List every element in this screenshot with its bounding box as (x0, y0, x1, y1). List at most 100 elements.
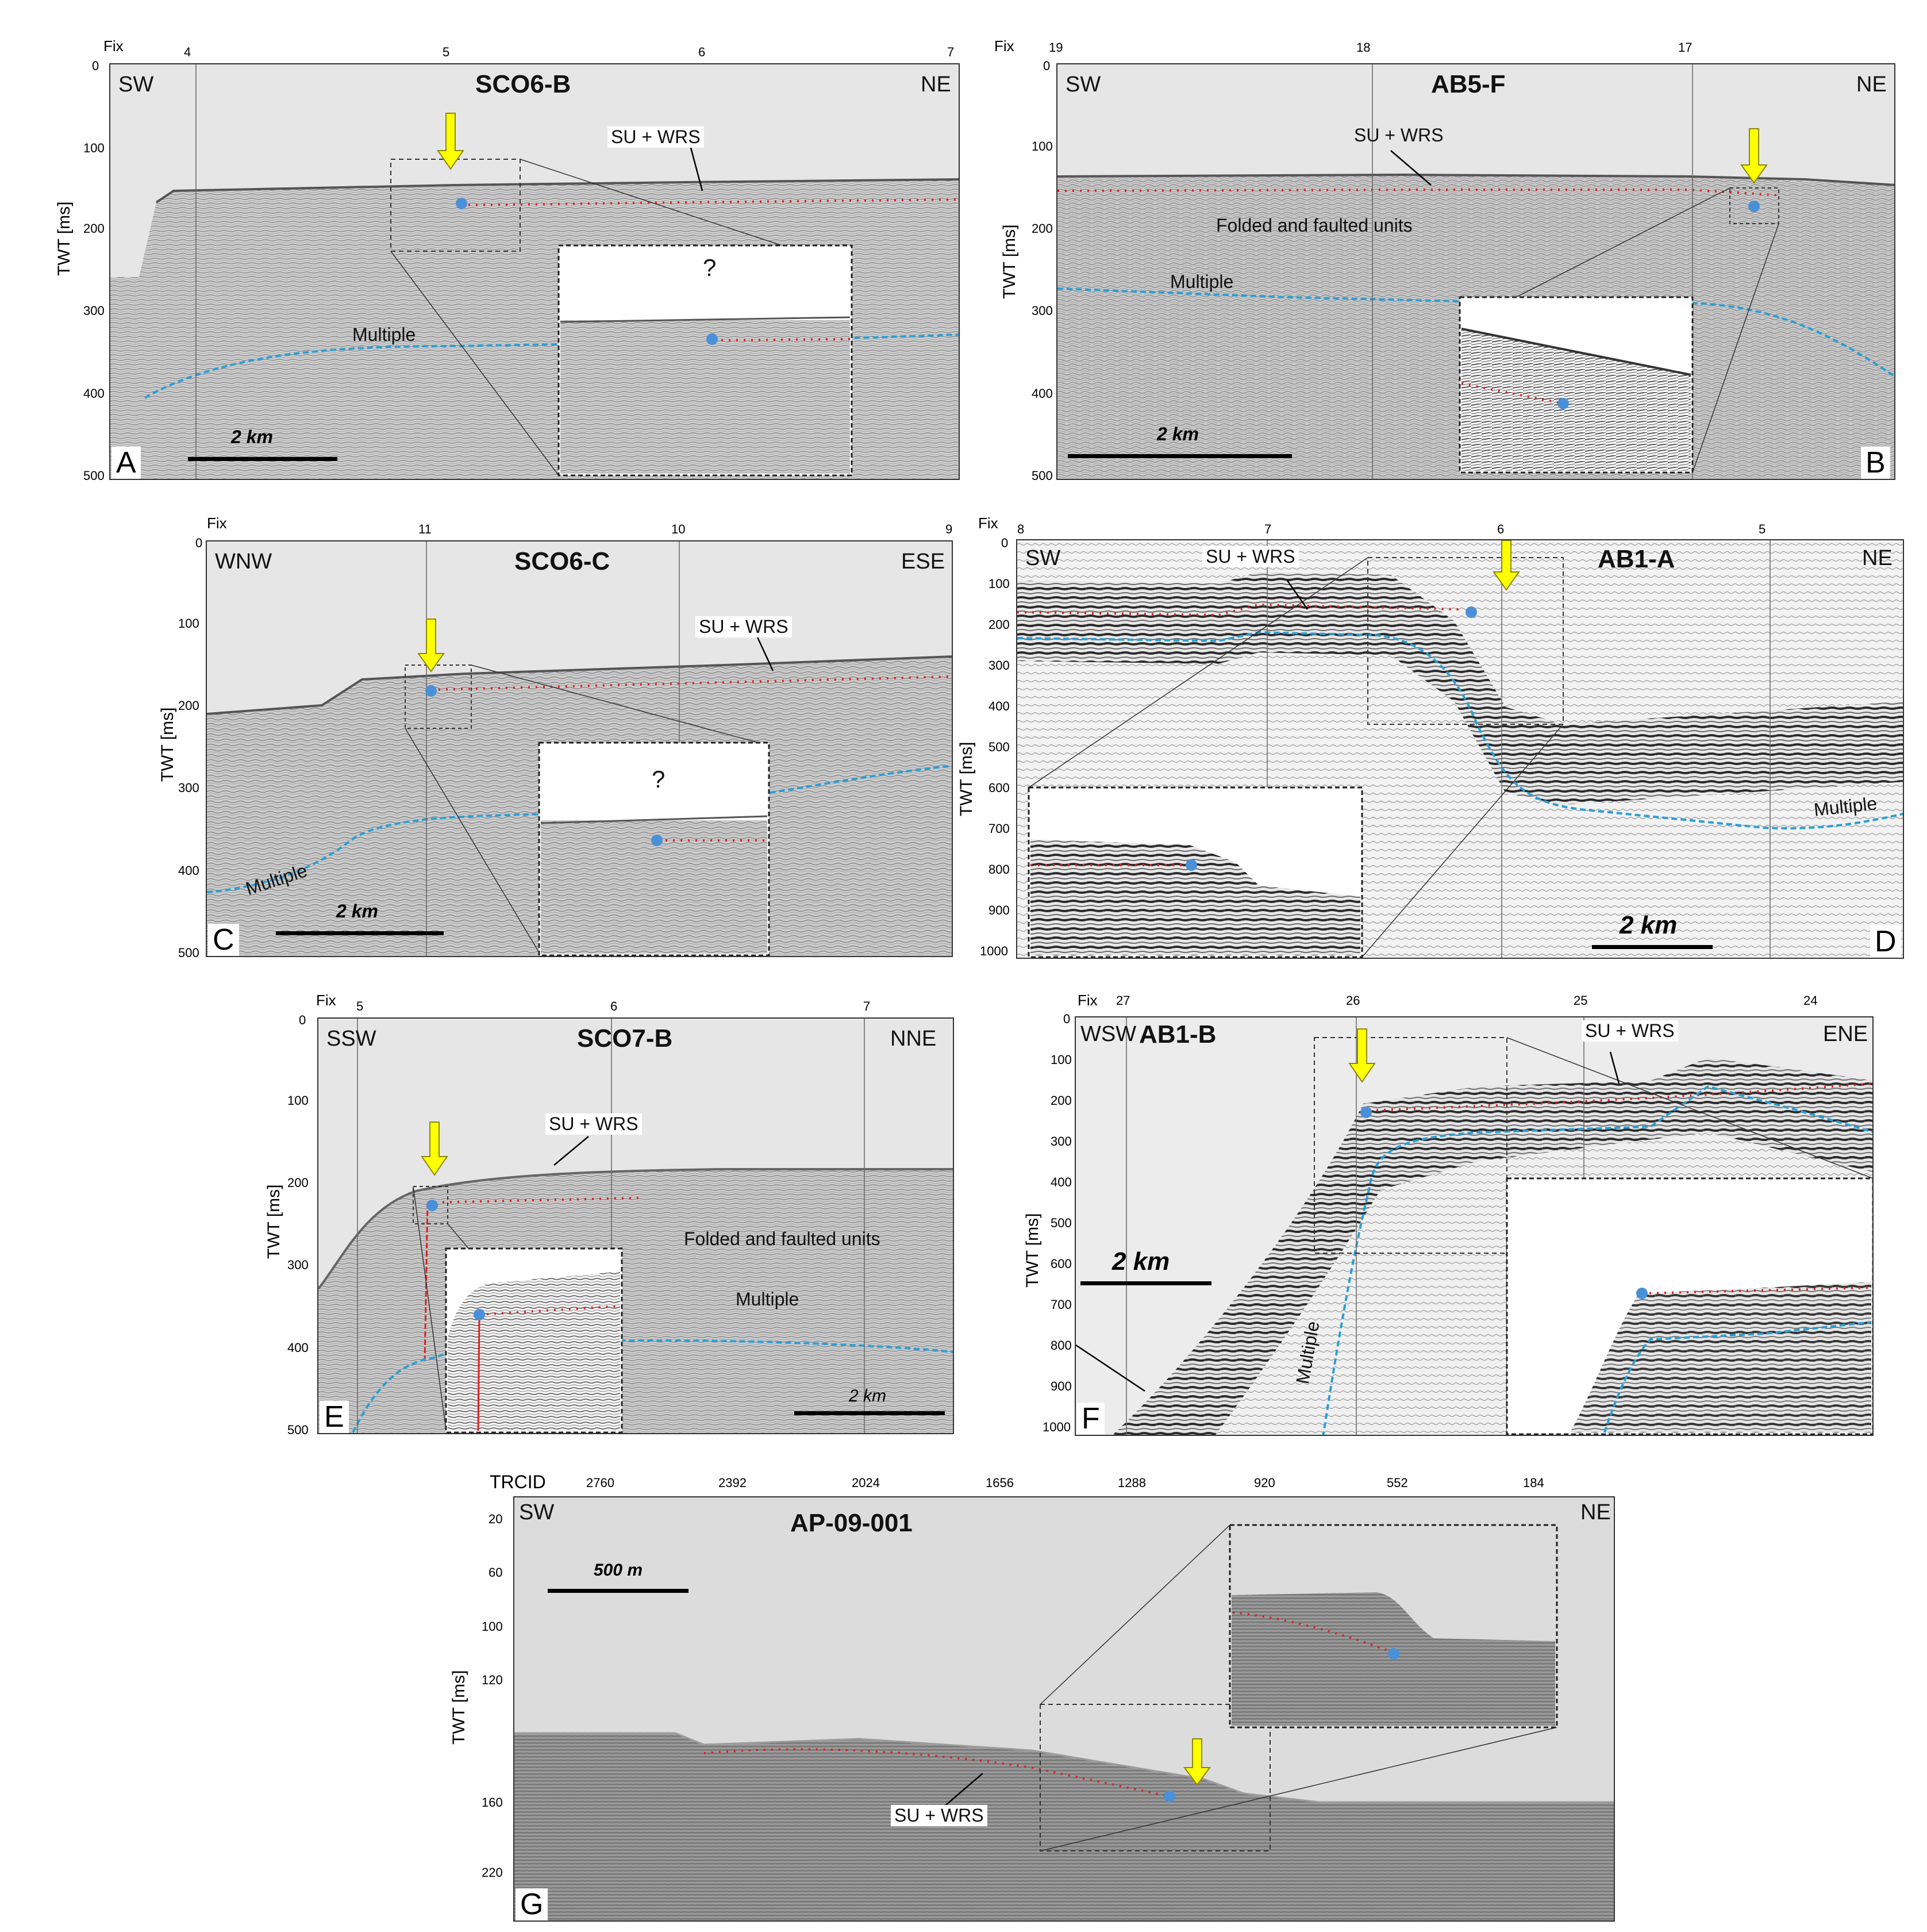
panel-letter: B (1861, 447, 1890, 479)
su-wrs-label: SU + WRS (695, 616, 792, 637)
scale-bar: 2 km (794, 1386, 945, 1415)
seismic-profile-f: WSW ENE AB1-B SU + WRS Multiple 2 km F (1075, 1016, 1874, 1436)
su-wrs-label: SU + WRS (891, 1805, 987, 1826)
y-tick: 1000 (980, 944, 1008, 958)
multiple-label: Multiple (352, 324, 416, 345)
y-tick: 120 (482, 1673, 503, 1687)
panel-letter: A (111, 447, 141, 479)
y-tick: 200 (287, 1176, 309, 1190)
multiple-label: Multiple (1170, 271, 1234, 292)
panel-letter: C (208, 924, 239, 956)
fix-label: Fix (103, 37, 124, 55)
scale-bar-line (1592, 945, 1713, 949)
y-tick: 60 (489, 1565, 503, 1580)
y-tick: 100 (482, 1619, 503, 1634)
fix-tick: 9 (945, 522, 953, 536)
direction-label-right: NE (1580, 1500, 1611, 1524)
fix-tick: 17 (1678, 40, 1693, 55)
fix-label: Fix (316, 992, 336, 1009)
fix-label: Fix (1078, 992, 1098, 1009)
seismic-profile-g: SW NE AP-09-001 SU + WRS 500 m G (513, 1496, 1615, 1922)
y-tick: 0 (1043, 59, 1051, 73)
y-tick: 500 (988, 740, 1010, 754)
scale-bar-label: 2 km (1112, 1247, 1170, 1276)
y-tick: 400 (83, 386, 105, 401)
y-tick: 220 (482, 1865, 503, 1880)
fix-tick: 5 (1759, 522, 1766, 536)
question-mark-label: ? (652, 766, 666, 793)
y-tick: 400 (1051, 1175, 1072, 1189)
fix-tick: 5 (443, 45, 450, 59)
y-tick: 0 (299, 1013, 306, 1027)
panel-e: Fix 5 6 7 TWT [ms] 0 100 200 300 400 500 (247, 989, 966, 1443)
y-tick: 400 (988, 699, 1010, 713)
y-tick: 500 (1032, 468, 1053, 483)
multiple-label: Multiple (736, 1289, 799, 1309)
y-tick: 400 (1032, 386, 1053, 401)
fix-tick: 26 (1346, 993, 1360, 1008)
scale-bar-line (548, 1589, 689, 1593)
direction-label-left: SW (118, 72, 154, 97)
profile-title: AB1-A (1598, 545, 1675, 573)
seismic-svg-a (110, 64, 959, 479)
y-tick: 900 (988, 903, 1010, 917)
direction-label-left: SSW (326, 1027, 376, 1051)
scale-bar: 2 km (188, 427, 337, 461)
trcid-tick: 1656 (986, 1476, 1014, 1490)
fix-tick: 6 (610, 999, 618, 1013)
panel-f: Fix 27 26 25 24 TWT [ms] 0 100 200 300 4… (1017, 989, 1914, 1449)
panel-letter: E (320, 1401, 349, 1433)
y-tick: 0 (1001, 536, 1009, 550)
y-tick: 200 (1032, 221, 1053, 236)
panel-letter: G (516, 1888, 548, 1921)
y-tick: 160 (482, 1795, 503, 1810)
y-tick: 700 (988, 821, 1010, 836)
y-tick: 300 (178, 781, 199, 795)
y-tick: 300 (83, 304, 105, 318)
direction-label-left: WSW (1080, 1022, 1137, 1046)
fix-label: Fix (978, 514, 998, 532)
y-tick: 500 (178, 946, 199, 960)
seismic-profile-d: SW NE AB1-A SU + WRS Multiple 2 km D (1016, 539, 1904, 959)
y-tick: 600 (1051, 1257, 1072, 1271)
seismic-profile-c: WNW ESE SCO6-C SU + WRS Multiple ? 2 km … (206, 540, 953, 957)
trcid-tick: 1288 (1118, 1476, 1146, 1490)
fix-tick: 19 (1049, 40, 1063, 55)
fix-tick: 25 (1574, 993, 1588, 1008)
fix-tick: 4 (184, 45, 191, 59)
scale-bar-line (1080, 1281, 1211, 1285)
direction-label-right: NE (1862, 546, 1893, 570)
seismic-svg-c (207, 541, 952, 956)
fix-tick: 10 (671, 522, 686, 536)
y-tick: 100 (988, 577, 1010, 591)
profile-title: AB5-F (1431, 70, 1506, 98)
y-tick: 200 (83, 221, 105, 236)
direction-label-right: NE (921, 72, 951, 97)
direction-label-left: SW (1066, 72, 1101, 97)
fix-tick: 11 (418, 522, 432, 536)
su-wrs-label: SU + WRS (1202, 546, 1299, 567)
seismic-profile-e: SSW NNE SCO7-B SU + WRS Folded and fault… (317, 1017, 954, 1434)
y-tick: 100 (83, 141, 105, 155)
panel-letter: D (1870, 925, 1901, 958)
su-wrs-label: SU + WRS (545, 1113, 642, 1135)
scale-bar-label: 2 km (231, 427, 273, 447)
scale-bar-line (188, 457, 337, 461)
y-tick: 20 (489, 1512, 503, 1526)
profile-title: AP-09-001 (790, 1509, 913, 1537)
trcid-tick: 184 (1523, 1476, 1544, 1490)
y-tick: 200 (1051, 1093, 1072, 1108)
direction-label-right: NE (1856, 72, 1887, 97)
trcid-tick: 920 (1254, 1476, 1275, 1490)
fix-tick: 18 (1356, 40, 1371, 55)
su-wrs-label: SU + WRS (607, 126, 704, 148)
scale-bar-line (1068, 454, 1292, 458)
scale-bar: 2 km (1068, 424, 1292, 458)
seismic-svg-e (318, 1019, 953, 1433)
seismic-svg-b (1057, 64, 1894, 479)
question-mark-label: ? (703, 254, 717, 281)
fix-tick: 7 (1264, 522, 1272, 536)
fix-tick: 8 (1017, 522, 1025, 536)
trcid-label: TRCID (490, 1472, 546, 1492)
scale-bar: 500 m (548, 1561, 689, 1593)
